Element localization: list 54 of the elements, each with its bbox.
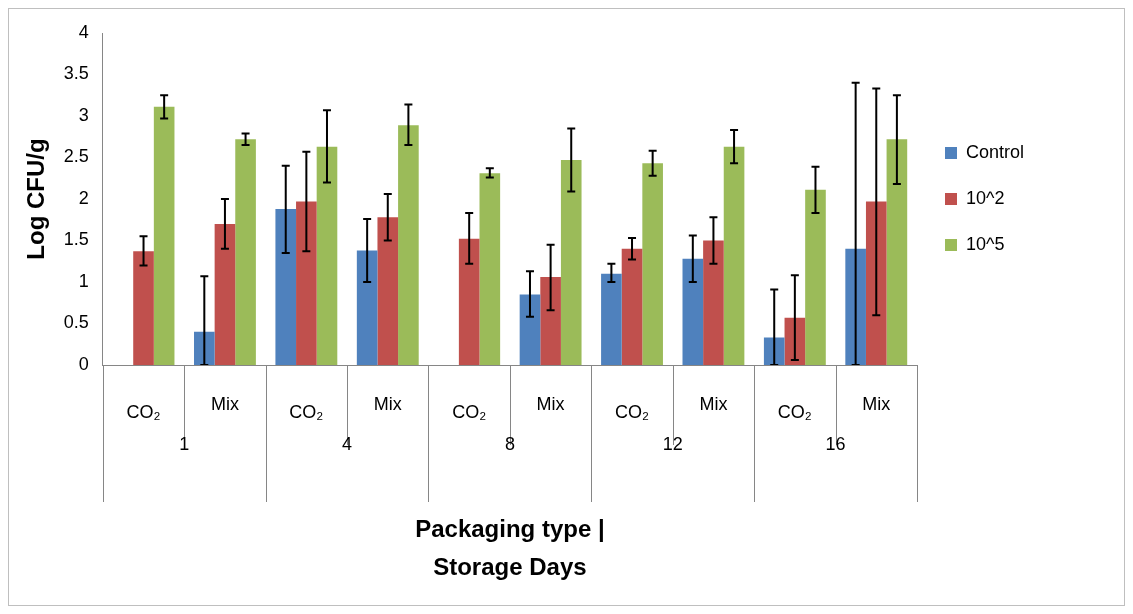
bar bbox=[621, 248, 643, 365]
y-axis-title: Log CFU/g bbox=[22, 138, 50, 260]
x-tick-label: CO₂ bbox=[452, 401, 487, 422]
x-tick-label: CO₂ bbox=[126, 401, 161, 422]
legend-label: 10^2 bbox=[965, 187, 1005, 208]
bar bbox=[235, 139, 256, 365]
x-axis-title: Packaging type | Storage Days bbox=[415, 514, 605, 580]
x-tick-label: Mix bbox=[536, 393, 565, 414]
legend-label: 10^5 bbox=[965, 233, 1005, 254]
bar bbox=[642, 163, 663, 365]
bar bbox=[865, 201, 887, 365]
text: 12 bbox=[662, 433, 683, 454]
bar bbox=[682, 258, 704, 365]
y-tick-label: 0 bbox=[78, 353, 89, 374]
bar bbox=[540, 277, 561, 365]
y-tick-label: 1 bbox=[78, 270, 89, 291]
bar bbox=[133, 251, 154, 365]
y-tick-label: 1.5 bbox=[63, 229, 89, 250]
legend-label: Control bbox=[965, 141, 1025, 162]
bar bbox=[356, 250, 378, 365]
bar bbox=[398, 125, 419, 365]
y-tick-label: 2 bbox=[78, 187, 89, 208]
bar bbox=[296, 201, 317, 365]
bar bbox=[519, 294, 541, 365]
bar bbox=[560, 159, 582, 365]
x-tick-label: Mix bbox=[699, 393, 728, 414]
text: 16 bbox=[825, 433, 846, 454]
bar bbox=[316, 146, 338, 365]
bar bbox=[458, 238, 480, 365]
bar bbox=[153, 106, 175, 365]
bar bbox=[214, 223, 236, 365]
x-tick-label: CO₂ bbox=[777, 401, 812, 422]
y-tick-label: 3.5 bbox=[63, 63, 89, 84]
y-tick-label: 2.5 bbox=[63, 146, 89, 167]
bar bbox=[723, 146, 745, 365]
bar bbox=[601, 273, 622, 365]
bar bbox=[805, 189, 826, 365]
x-tick-label: Mix bbox=[862, 393, 891, 414]
x-tick-label: CO₂ bbox=[289, 401, 324, 422]
x-tick-label: Mix bbox=[373, 393, 402, 414]
bar bbox=[479, 173, 501, 365]
y-tick-label: 0.5 bbox=[63, 312, 89, 333]
text: 8 bbox=[504, 433, 515, 454]
bar bbox=[886, 139, 908, 365]
bar bbox=[845, 248, 866, 365]
x-tick-label: Mix bbox=[210, 393, 239, 414]
bar bbox=[703, 240, 724, 365]
y-tick-label: 4 bbox=[78, 21, 89, 42]
bar bbox=[275, 208, 297, 365]
bar bbox=[377, 217, 399, 365]
text: 1 bbox=[179, 433, 190, 454]
y-tick-label: 3 bbox=[78, 104, 89, 125]
x-tick-label: CO₂ bbox=[615, 401, 650, 422]
text: 4 bbox=[342, 433, 353, 454]
